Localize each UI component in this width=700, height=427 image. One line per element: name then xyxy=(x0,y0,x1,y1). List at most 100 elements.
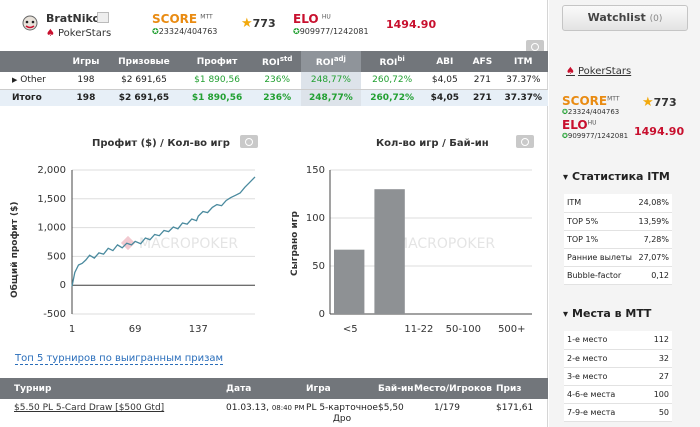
sidebar-score-value-wrap: ★773 xyxy=(642,95,677,110)
table-row: 7-9-е места 50 xyxy=(564,403,672,422)
x-tick-label: 137 xyxy=(189,324,208,335)
roi-adj-sup: adj xyxy=(333,55,346,63)
cell: $4,05 xyxy=(423,89,467,106)
top-tournaments-link[interactable]: Топ 5 турниров по выигранным призам xyxy=(15,353,224,365)
cell: 260,72% xyxy=(361,72,424,90)
place-value: 32 xyxy=(641,349,672,368)
tour-head-name[interactable]: Турнир xyxy=(0,378,226,399)
stats-row-label: ▶ Other xyxy=(0,72,65,90)
elo-label: ELO xyxy=(293,12,319,26)
stats-head-roi-adj[interactable]: ROIadj xyxy=(300,51,361,72)
tour-head-buyin[interactable]: Бай-ин xyxy=(378,378,414,399)
cell: 198 xyxy=(64,72,108,90)
watchlist-button[interactable]: Watchlist (0) xyxy=(562,5,688,31)
tour-header: Турнир Дата Игра Бай-ин Место/Игроков Пр… xyxy=(0,378,548,399)
itm-value: 13,59% xyxy=(635,212,672,231)
rank-icon: ✪ xyxy=(562,132,568,140)
camera-icon[interactable] xyxy=(526,40,544,53)
sidebar-score-value: 773 xyxy=(653,96,677,109)
main-panel: BratNiko ♠ PokerStars SCORE MTT ✪23324/40… xyxy=(0,0,548,427)
place-label: 2-е место xyxy=(564,349,642,368)
table-row: 3-е место 27 xyxy=(564,367,672,386)
table-row: ITM 24,08% xyxy=(564,194,672,213)
chart1-camera-icon[interactable] xyxy=(240,135,258,148)
cell: $1 890,56 xyxy=(180,72,254,90)
elo-rank: 909977/1242081 xyxy=(299,27,369,36)
tour-head-date[interactable]: Дата xyxy=(226,378,306,399)
x-tick-label: 50-100 xyxy=(446,324,481,335)
x-tick-label: 11-22 xyxy=(404,324,433,335)
roi-bi-label: ROI xyxy=(379,58,398,68)
stats-head-roi-std[interactable]: ROIstd xyxy=(253,51,301,72)
chart2-title: Кол-во игр / Бай-ин xyxy=(376,138,489,149)
bar xyxy=(334,249,365,314)
itm-section-title[interactable]: Статистика ITM xyxy=(563,170,670,183)
profile-card-icon[interactable] xyxy=(97,12,109,23)
row-label-text: Other xyxy=(20,75,46,86)
tour-head-game[interactable]: Игра xyxy=(306,378,378,399)
score-rank: 23324/404763 xyxy=(158,27,218,36)
cell: 37.37% xyxy=(498,72,548,90)
tour-place: 1/179 xyxy=(434,403,460,413)
stats-row-other[interactable]: ▶ Other 198 $2 691,65 $1 890,56 236% 248… xyxy=(0,72,548,90)
itm-label: ITM xyxy=(564,194,636,213)
elo-value: 1494.90 xyxy=(386,18,437,31)
elo-sup: HU xyxy=(321,13,331,21)
roi-adj-label: ROI xyxy=(315,58,334,68)
roi-std-label: ROI xyxy=(261,58,280,68)
tour-head-prize[interactable]: Приз xyxy=(496,378,548,399)
tour-prize: $171,61 xyxy=(496,403,534,413)
itm-value: 0,12 xyxy=(635,266,672,285)
sidebar: Watchlist (0) ♠ PokerStars SCOREMTT ✪2332… xyxy=(549,0,700,427)
stats-head-itm[interactable]: ITM xyxy=(498,51,548,72)
stats-table: Игры Призовые Профит ROIstd ROIadj ROIbi… xyxy=(0,51,548,106)
elo-rank-icon: ✪ xyxy=(293,27,300,36)
tournament-link[interactable]: $5.50 PL 5-Card Draw [$500 Gtd] xyxy=(14,403,165,413)
y-tick-label: 100 xyxy=(306,213,325,224)
profit-line xyxy=(71,176,256,287)
table-row: Bubble-factor 0,12 xyxy=(564,266,672,285)
itm-value: 27,07% xyxy=(635,248,672,267)
stats-head-prizes[interactable]: Призовые xyxy=(107,51,181,72)
sidebar-elo: ELOHU ✪909977/1242081 xyxy=(562,118,628,140)
sidebar-room-link[interactable]: ♠ PokerStars xyxy=(566,66,631,77)
y-tick-label: 1,000 xyxy=(37,223,66,234)
tour-head-place[interactable]: Место/Игроков xyxy=(414,378,496,399)
y-tick-label: 0 xyxy=(60,280,66,291)
chart2-camera-icon[interactable] xyxy=(516,135,534,148)
watchlist-count: (0) xyxy=(649,14,663,24)
cell: $1 890,56 xyxy=(180,89,254,106)
tour-date-day: 01.03.13, xyxy=(226,403,269,413)
x-tick-label: <5 xyxy=(343,324,358,335)
stats-head-profit[interactable]: Профит xyxy=(180,51,254,72)
y-tick-label: 500 xyxy=(47,251,66,262)
table-row: TOP 5% 13,59% xyxy=(564,212,672,231)
y-tick-label: 2,000 xyxy=(37,165,66,176)
cell: $2 691,65 xyxy=(107,72,181,90)
place-value: 27 xyxy=(641,367,672,386)
pokerstars-icon: ♠ xyxy=(566,66,575,77)
place-label: 1-е место xyxy=(564,331,642,350)
y-tick-label: -500 xyxy=(43,309,66,320)
cell: 248,77% xyxy=(300,89,361,106)
sidebar-score: SCOREMTT ✪23324/404763 xyxy=(562,94,620,116)
star-icon: ★ xyxy=(642,95,654,110)
tour-game: PL 5-карточное Дро xyxy=(306,403,378,424)
y-tick-label: 50 xyxy=(312,261,325,272)
cell: 260,72% xyxy=(361,89,424,106)
itm-table: ITM 24,08% TOP 5% 13,59% TOP 1% 7,28% Ранние в… xyxy=(564,194,672,285)
place-label: 7-9-е места xyxy=(564,403,642,422)
y-tick-label: 150 xyxy=(306,165,325,176)
table-row[interactable]: $5.50 PL 5-Card Draw [$500 Gtd] 01.03.13… xyxy=(0,399,548,425)
stats-head-abi[interactable]: ABI xyxy=(423,51,467,72)
x-tick-label: 1 xyxy=(69,324,75,335)
places-section-title[interactable]: Места в МТТ xyxy=(563,307,651,320)
player-name[interactable]: BratNiko xyxy=(46,12,101,25)
expand-arrow-icon[interactable]: ▶ xyxy=(12,76,18,85)
stats-head-games[interactable]: Игры xyxy=(64,51,108,72)
place-label: 3-е место xyxy=(564,367,642,386)
stats-head-afs[interactable]: AFS xyxy=(466,51,499,72)
place-value: 100 xyxy=(641,385,672,404)
table-row: Ранние вылеты 27,07% xyxy=(564,248,672,267)
stats-head-roi-bi[interactable]: ROIbi xyxy=(361,51,424,72)
